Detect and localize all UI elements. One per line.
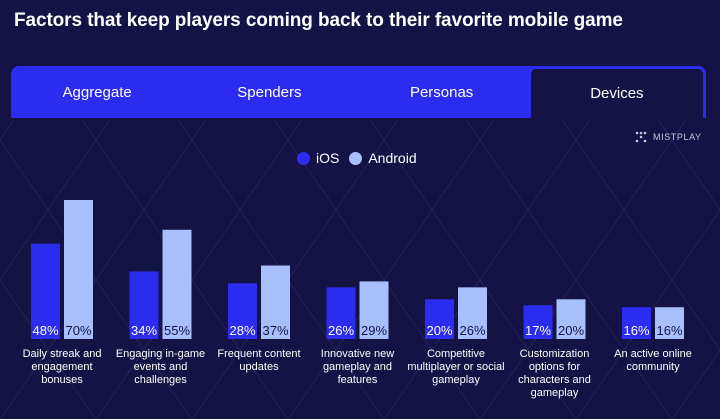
legend-label-ios: iOS [316,150,340,166]
bar-android-4 [458,287,487,339]
bar-ios-5 [523,305,553,339]
bar-ios-1 [129,271,159,339]
category-label-4: Competitive multiplayer or social gamepl… [407,348,505,386]
legend-swatch-ios [297,151,310,165]
bar-value-label-ios-6: 16% [623,323,649,338]
bar-android-6 [655,307,684,339]
bar-value-label-ios-0: 48% [32,323,58,338]
bar-value-label-ios-4: 20% [426,323,452,338]
category-label-5: Customization options for characters and… [518,348,591,399]
bar-android-5 [556,299,586,339]
bar-value-label-ios-2: 28% [229,323,255,338]
bar-ios-6 [622,307,651,339]
bar-value-label-android-3: 29% [361,323,387,338]
category-label-2: Frequent content updates [217,348,301,373]
category-label-0: Daily streak and engagement bonuses [22,348,102,386]
mistplay-logo-icon [635,131,647,143]
bar-ios-2 [228,283,257,339]
category-label-1: Engaging in-game events and challenges [115,348,206,386]
category-label-6: An active online community [614,348,692,373]
bar-value-label-android-0: 70% [65,323,91,338]
chart-legend: iOS Android [297,150,417,166]
page-title: Factors that keep players coming back to… [14,10,623,31]
bar-value-label-android-4: 26% [459,323,485,338]
bar-ios-3 [326,287,356,339]
bar-value-label-android-1: 55% [164,323,190,338]
legend-label-android: Android [368,150,417,166]
bar-value-label-ios-1: 34% [131,323,157,338]
legend-item-android: Android [349,150,417,166]
bar-android-2 [261,265,290,339]
bar-value-label-ios-3: 26% [328,323,354,338]
bar-android-3 [359,281,389,339]
bar-ios-0 [31,243,60,339]
tab-personas[interactable]: Personas [409,83,474,101]
brand-name: MISTPLAY [653,132,702,142]
category-label-3: Innovative new gameplay and features [320,348,395,386]
legend-item-ios: iOS [297,150,339,166]
tab-aggregate[interactable]: Aggregate [62,83,132,101]
bar-value-label-android-2: 37% [262,323,288,338]
bar-value-label-ios-5: 17% [525,323,551,338]
legend-swatch-android [349,151,363,165]
tab-bar: Aggregate Spenders Personas Devices [11,66,706,118]
brand-logo: MISTPLAY [634,130,702,144]
bar-android-0 [64,200,93,339]
tab-devices[interactable]: Devices [527,66,706,118]
bar-value-label-android-5: 20% [558,323,584,338]
tab-spenders[interactable]: Spenders [237,83,302,101]
bar-android-1 [162,229,192,339]
bar-ios-4 [425,299,454,339]
bar-value-label-android-6: 16% [656,323,682,338]
